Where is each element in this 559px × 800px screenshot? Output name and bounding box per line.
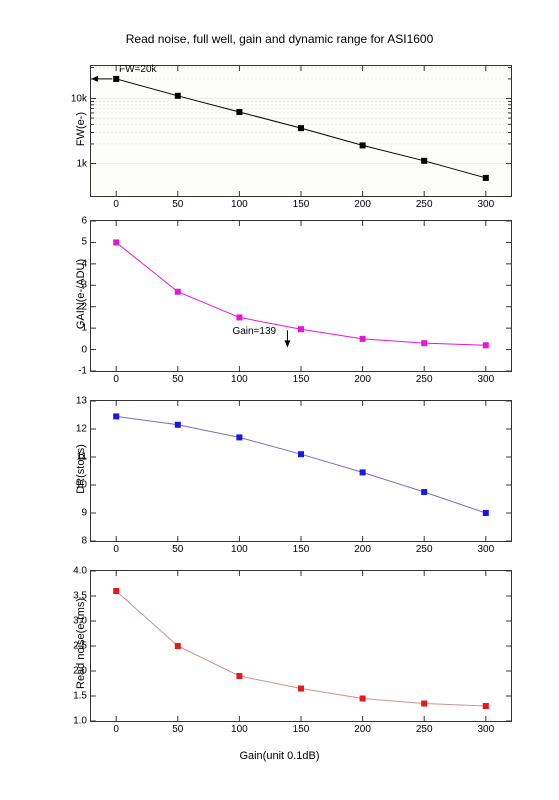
gain-data-point	[175, 289, 181, 295]
gain-xtick-label: 200	[348, 371, 378, 385]
dr-data-point	[360, 469, 366, 475]
rn-ytick-label: 3.0	[57, 616, 91, 627]
gain-ytick-label: 2	[57, 301, 91, 312]
rn-ytick-label: 1.0	[57, 716, 91, 727]
rn-xtick-label: 250	[409, 721, 439, 735]
rn-ytick-label: 4.0	[57, 566, 91, 577]
dr-plot-svg	[91, 401, 511, 541]
dr-xtick-label: 50	[163, 541, 193, 555]
panel-dr: DR(stops)8910111213050100150200250300	[90, 400, 512, 542]
fw-data-point	[360, 142, 366, 148]
rn-data-point	[483, 703, 489, 709]
rn-data-point	[421, 701, 427, 707]
dr-xtick-label: 100	[224, 541, 254, 555]
rn-data-point	[298, 686, 304, 692]
gain-ytick-label: 6	[57, 216, 91, 227]
dr-data-point	[298, 451, 304, 457]
dr-ytick-label: 13	[57, 396, 91, 407]
fw-xtick-label: 300	[471, 196, 501, 210]
gain-xtick-label: 250	[409, 371, 439, 385]
gain-ytick-label: 4	[57, 258, 91, 269]
dr-xtick-label: 300	[471, 541, 501, 555]
gain-ytick-label: -1	[57, 366, 91, 377]
gain-ytick-label: 5	[57, 237, 91, 248]
dr-data-point	[421, 489, 427, 495]
rn-xtick-label: 300	[471, 721, 501, 735]
fw-xtick-label: 250	[409, 196, 439, 210]
gain-data-point	[483, 342, 489, 348]
dr-xtick-label: 200	[348, 541, 378, 555]
gain-data-point	[113, 239, 119, 245]
fw-data-point	[175, 93, 181, 99]
fw-xtick-label: 50	[163, 196, 193, 210]
fw-data-point	[421, 158, 427, 164]
fw-data-point	[113, 76, 119, 82]
rn-ytick-label: 2.0	[57, 666, 91, 677]
gain-xtick-label: 100	[224, 371, 254, 385]
gain-ytick-label: 1	[57, 323, 91, 334]
gain-data-point	[236, 314, 242, 320]
gain-data-point	[360, 336, 366, 342]
panel-gain: GAIN(e-/ADU)-10123456050100150200250300G…	[90, 220, 512, 372]
gain-xtick-label: 50	[163, 371, 193, 385]
fw-plot-svg	[91, 66, 511, 196]
fw-xtick-label: 200	[348, 196, 378, 210]
gain-xtick-label: 300	[471, 371, 501, 385]
dr-ytick-label: 9	[57, 508, 91, 519]
gain-ytick-label: 0	[57, 344, 91, 355]
dr-data-point	[113, 413, 119, 419]
gain-ytick-label: 3	[57, 280, 91, 291]
rn-data-point	[175, 643, 181, 649]
dr-data-point	[483, 510, 489, 516]
fw-xtick-label: 0	[101, 196, 131, 210]
dr-data-point	[236, 434, 242, 440]
fw-data-point	[483, 175, 489, 181]
dr-ytick-label: 12	[57, 424, 91, 435]
dr-ytick-label: 10	[57, 480, 91, 491]
dr-data-point	[175, 422, 181, 428]
panel-readnoise: Read noise(e-rms)1.01.52.02.53.03.54.005…	[90, 570, 512, 722]
rn-xtick-label: 150	[286, 721, 316, 735]
dr-xtick-label: 150	[286, 541, 316, 555]
gain-data-point	[298, 326, 304, 332]
dr-xtick-label: 0	[101, 541, 131, 555]
rn-data-point	[113, 588, 119, 594]
panel-fullwell: FW(e-)1k10k050100150200250300FW=20k	[90, 65, 512, 197]
fw-data-point	[236, 109, 242, 115]
dr-series-line	[116, 416, 486, 513]
fw-data-point	[298, 125, 304, 131]
rn-xtick-label: 100	[224, 721, 254, 735]
rn-xtick-label: 50	[163, 721, 193, 735]
rn-xtick-label: 0	[101, 721, 131, 735]
gain-data-point	[421, 340, 427, 346]
dr-ytick-label: 8	[57, 536, 91, 547]
rn-xtick-label: 200	[348, 721, 378, 735]
chart-title: Read noise, full well, gain and dynamic …	[0, 32, 559, 46]
dr-xtick-label: 250	[409, 541, 439, 555]
fw-xtick-label: 150	[286, 196, 316, 210]
rn-ytick-label: 2.5	[57, 641, 91, 652]
gain-plot-svg	[91, 221, 511, 371]
dr-ytick-label: 11	[57, 452, 91, 463]
fw-xtick-label: 100	[224, 196, 254, 210]
rn-plot-svg	[91, 571, 511, 721]
x-axis-label: Gain(unit 0.1dB)	[0, 750, 559, 762]
fw-ytick-label: 10k	[57, 93, 91, 104]
rn-ytick-label: 3.5	[57, 591, 91, 602]
rn-ytick-label: 1.5	[57, 691, 91, 702]
rn-data-point	[236, 673, 242, 679]
dr-ylabel: DR(stops)	[75, 424, 87, 514]
gain-xtick-label: 150	[286, 371, 316, 385]
gain-xtick-label: 0	[101, 371, 131, 385]
rn-data-point	[360, 696, 366, 702]
fw-ytick-label: 1k	[57, 158, 91, 169]
